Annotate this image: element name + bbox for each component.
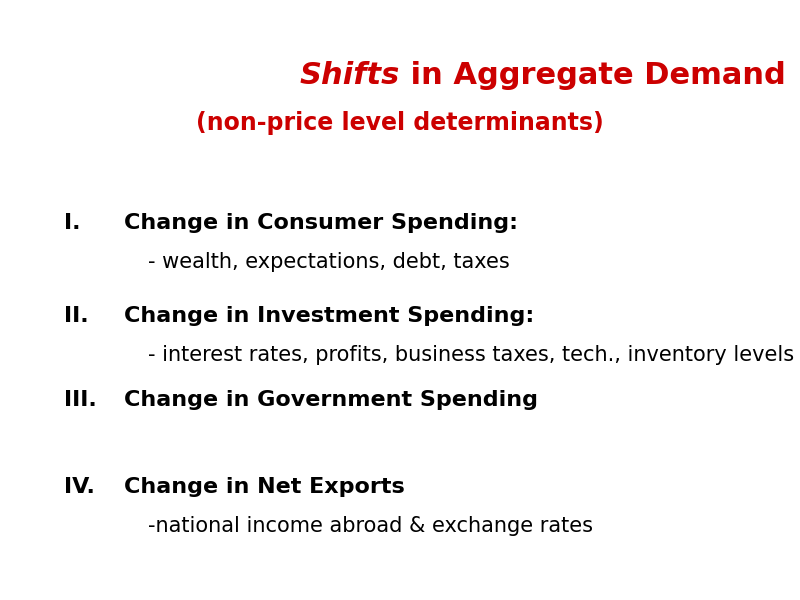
Text: -national income abroad & exchange rates: -national income abroad & exchange rates [148, 516, 593, 536]
Text: II.: II. [64, 306, 89, 326]
Text: Shifts: Shifts [300, 61, 400, 89]
Text: Change in Investment Spending:: Change in Investment Spending: [124, 306, 534, 326]
Text: in Aggregate Demand: in Aggregate Demand [400, 61, 786, 89]
Text: Change in Net Exports: Change in Net Exports [124, 477, 405, 497]
Text: - wealth, expectations, debt, taxes: - wealth, expectations, debt, taxes [148, 252, 510, 272]
Text: Change in Government Spending: Change in Government Spending [124, 390, 538, 410]
Text: I.: I. [64, 213, 81, 233]
Text: Change in Consumer Spending:: Change in Consumer Spending: [124, 213, 518, 233]
Text: III.: III. [64, 390, 97, 410]
Text: IV.: IV. [64, 477, 95, 497]
Text: - interest rates, profits, business taxes, tech., inventory levels: - interest rates, profits, business taxe… [148, 345, 794, 365]
Text: (non-price level determinants): (non-price level determinants) [196, 111, 604, 135]
